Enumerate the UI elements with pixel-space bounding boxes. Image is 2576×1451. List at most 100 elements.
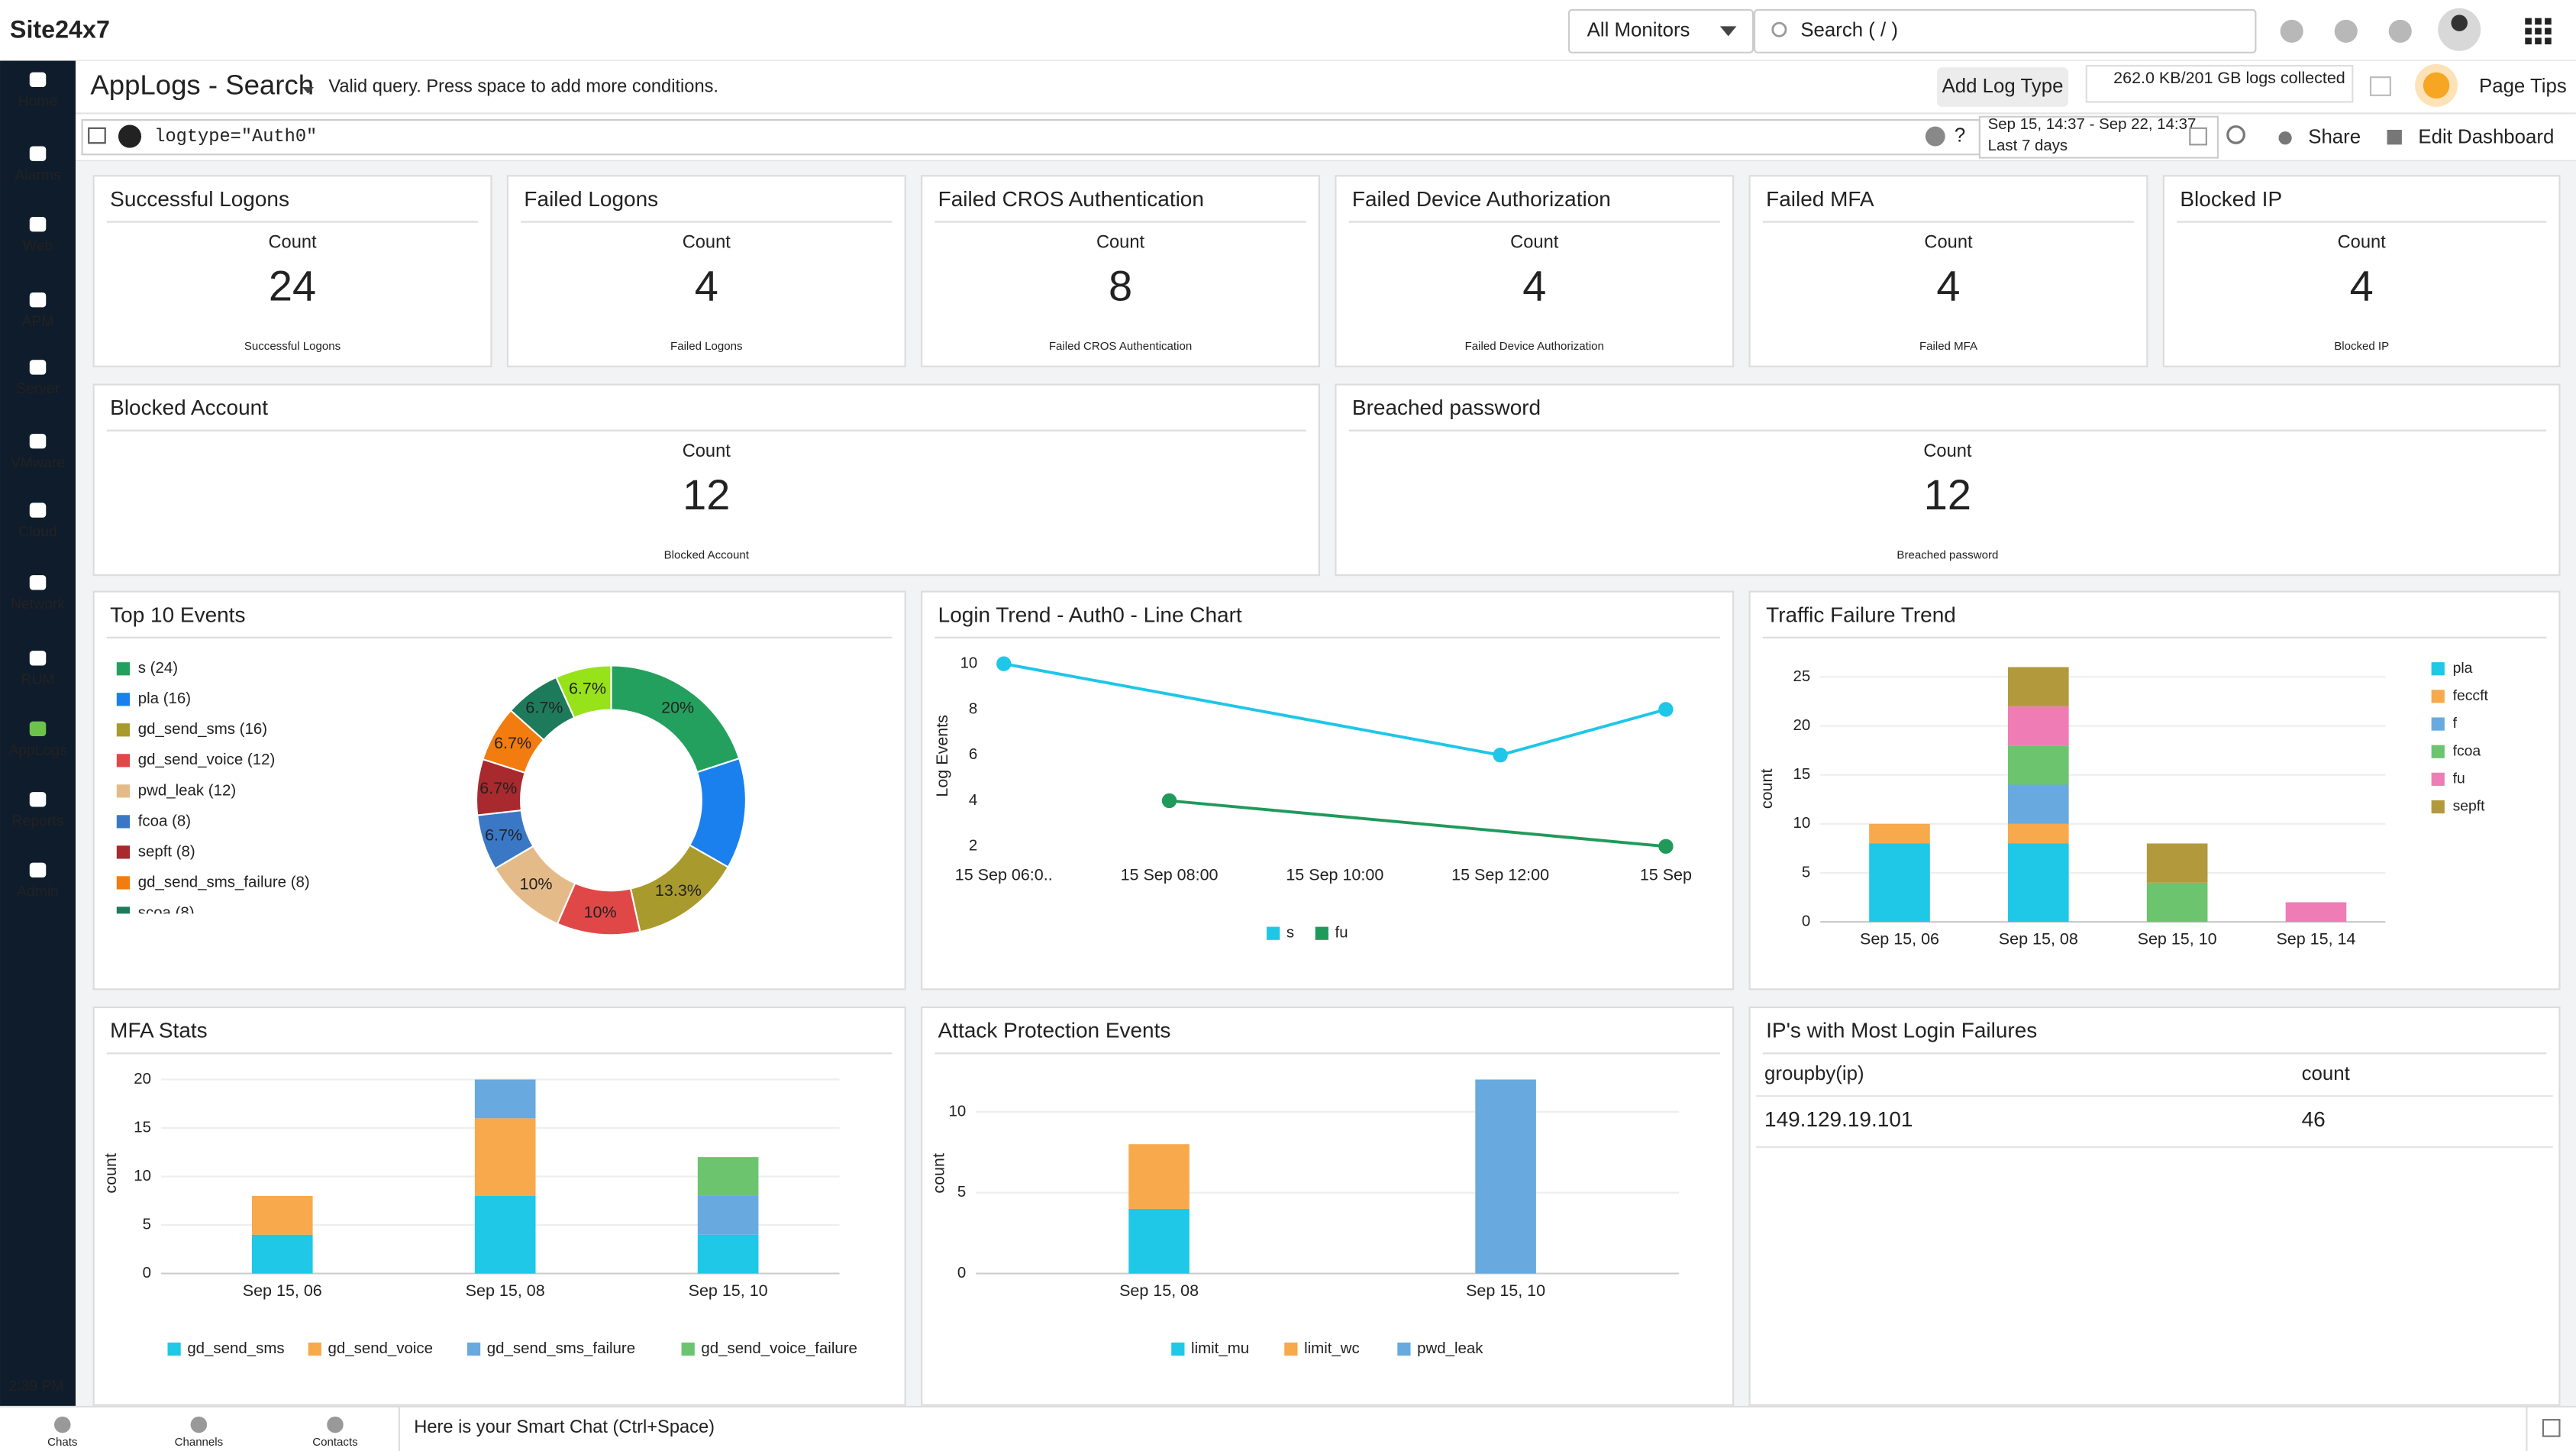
bar-segment (698, 1235, 759, 1274)
sidebar-icon (30, 575, 47, 590)
share-button[interactable]: Share (2308, 127, 2361, 148)
clear-icon[interactable] (1926, 127, 1945, 147)
sidebar-icon (30, 217, 47, 231)
bar-segment (475, 1118, 536, 1196)
sidebar-icon (30, 73, 47, 87)
table-cell: 149.129.19.101 (1764, 1107, 1913, 1131)
widget-title: Failed Device Authorization (1352, 187, 1611, 211)
x-tick-label: 15 Sep (1640, 866, 1692, 884)
y-axis-label: Log Events (933, 715, 951, 797)
query-status: Valid query. Press space to add more con… (328, 76, 718, 96)
bar-segment (2008, 824, 2069, 844)
x-tick-label: 15 Sep 08:00 (1121, 866, 1219, 884)
widget-title: Blocked IP (2180, 187, 2282, 211)
tab-icon[interactable] (54, 1417, 71, 1433)
bar-segment (252, 1196, 313, 1235)
widget-title: Attack Protection Events (938, 1019, 1171, 1042)
legend-label: gd_send_voice (12) (138, 751, 276, 768)
y-tick-label: 6 (969, 745, 977, 763)
query-box (82, 120, 1980, 154)
bar-segment (2147, 883, 2208, 922)
sidebar-item[interactable]: Server (16, 380, 60, 397)
page-tips[interactable]: Page Tips (2479, 76, 2567, 97)
sidebar-icon (30, 792, 47, 806)
legend-label: gd_send_sms_failure (8) (138, 873, 310, 890)
legend-label: f (2453, 715, 2458, 732)
legend-swatch (117, 754, 130, 767)
tab-label[interactable]: Chats (47, 1436, 77, 1449)
sidebar-item[interactable]: Home (18, 93, 58, 110)
bar-segment (2008, 745, 2069, 784)
help-icon[interactable]: ? (1955, 124, 1965, 146)
tab-label[interactable]: Channels (175, 1436, 224, 1449)
sidebar-item[interactable]: AppLogs (8, 742, 66, 758)
count-caption: Failed Device Authorization (1465, 340, 1604, 353)
count-value: 4 (695, 261, 718, 309)
bar-segment (475, 1079, 536, 1118)
legend-swatch (1315, 927, 1328, 940)
legend-label: s (24) (138, 659, 178, 677)
count-label: Count (683, 233, 731, 253)
x-tick-label: Sep 15, 14 (2276, 929, 2355, 948)
count-caption: Successful Logons (244, 340, 341, 353)
sidebar-item[interactable]: RUM (21, 671, 54, 688)
bar-segment (1869, 824, 1930, 844)
table-cell[interactable]: 46 (2302, 1107, 2326, 1131)
search-placeholder[interactable]: Search ( / ) (1800, 20, 1898, 41)
legend-label: gd_send_sms (187, 1340, 284, 1357)
legend-swatch (682, 1343, 695, 1356)
legend-label: fcoa (2453, 742, 2481, 759)
sidebar-item[interactable]: Network (11, 596, 65, 612)
add-log-type-text[interactable]: Add Log Type (1942, 76, 2064, 97)
sidebar-item[interactable]: APM (22, 313, 54, 330)
legend-swatch (2432, 800, 2445, 813)
y-tick-label: 5 (143, 1215, 151, 1233)
time-preset[interactable]: Last 7 days (1988, 137, 2068, 154)
time-range[interactable]: Sep 15, 14:37 - Sep 22, 14:37 (1988, 115, 2197, 133)
tab-icon[interactable] (327, 1417, 344, 1433)
legend-label: feccft (2453, 687, 2489, 704)
legend-label: gd_send_sms_failure (487, 1340, 635, 1357)
slice-label: 20% (661, 698, 694, 716)
slice-label: 6.7% (485, 826, 522, 845)
tab-icon[interactable] (191, 1417, 208, 1433)
sidebar-item[interactable]: VMware (11, 454, 65, 471)
count-caption: Failed Logons (670, 340, 743, 353)
slice-label: 6.7% (494, 734, 531, 752)
edit-dashboard-button[interactable]: Edit Dashboard (2418, 127, 2554, 148)
sidebar-item[interactable]: Cloud (18, 523, 57, 540)
widget-title: MFA Stats (110, 1019, 207, 1042)
sidebar-item[interactable]: Reports (12, 813, 64, 829)
legend-swatch (168, 1343, 181, 1356)
monitor-select-text[interactable]: All Monitors (1587, 20, 1690, 41)
count-value: 4 (1936, 261, 1960, 309)
chat-input[interactable]: Here is your Smart Chat (Ctrl+Space) (414, 1417, 715, 1437)
sidebar-item[interactable]: Alarms (15, 166, 60, 183)
header-icon[interactable] (2335, 20, 2358, 43)
tab-label[interactable]: Contacts (312, 1436, 357, 1449)
y-axis-label: count (1758, 769, 1776, 810)
sidebar-item[interactable]: Admin (17, 884, 59, 900)
widget-title: Successful Logons (110, 187, 289, 211)
header-icon[interactable] (2281, 20, 2303, 43)
legend-label: sepft (2453, 798, 2486, 815)
count-label: Count (2338, 233, 2387, 253)
header-icon[interactable] (2389, 20, 2412, 43)
apps-grid-dot (2535, 37, 2542, 44)
slice-label: 6.7% (525, 699, 563, 717)
count-caption: Failed MFA (1919, 340, 1977, 353)
apps-grid-dot (2535, 18, 2542, 25)
y-tick-label: 4 (969, 791, 977, 809)
bar-segment (1128, 1209, 1190, 1274)
line-point (996, 657, 1011, 671)
y-tick-label: 20 (1793, 716, 1811, 734)
y-tick-label: 0 (957, 1264, 966, 1281)
legend-label: limit_wc (1304, 1340, 1360, 1357)
y-tick-label: 10 (1793, 814, 1811, 832)
line-point (1658, 702, 1673, 716)
sidebar-item[interactable]: Web (23, 238, 53, 254)
widget-title: Traffic Failure Trend (1766, 603, 1956, 626)
count-label: Count (1924, 233, 1973, 253)
query-text[interactable]: logtype="Auth0" (154, 127, 317, 147)
